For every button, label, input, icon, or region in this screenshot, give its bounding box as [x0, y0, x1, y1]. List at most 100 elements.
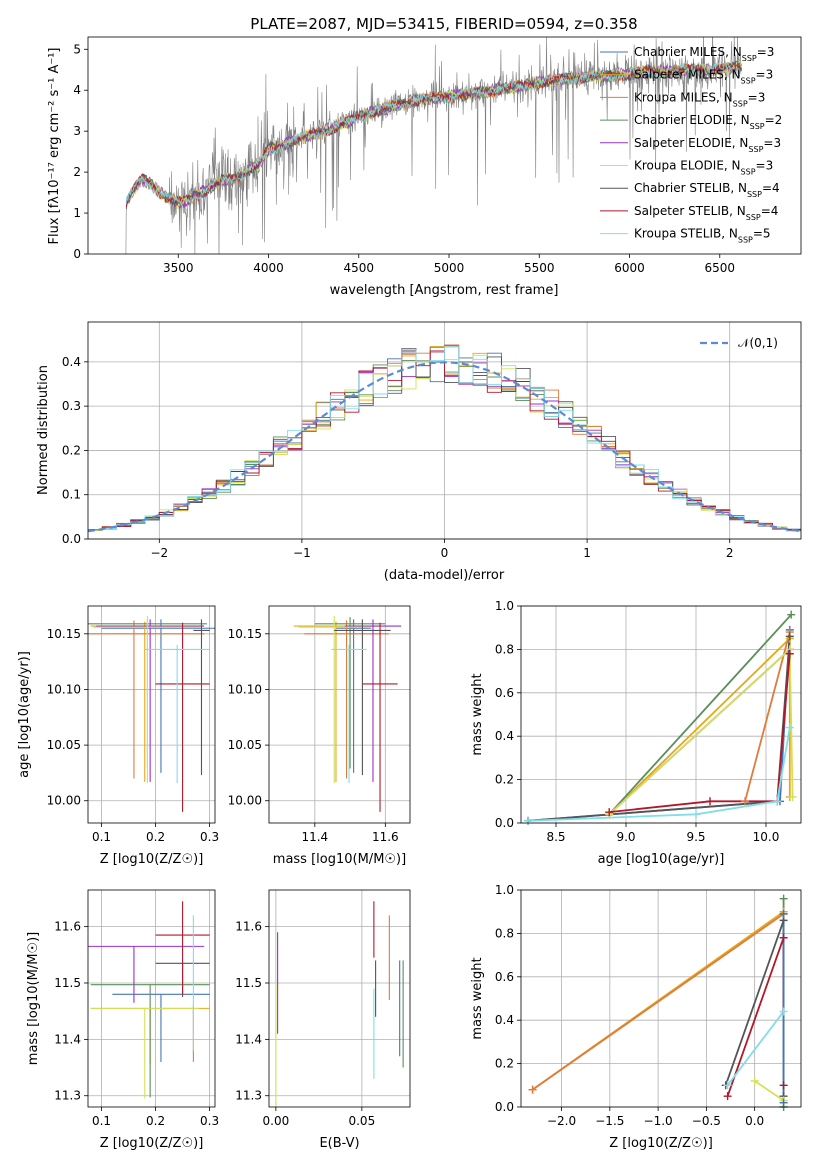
x-axis-label: Z [log10(Z/Z☉)] — [100, 852, 204, 867]
y-tick-label: 0.2 — [495, 1057, 514, 1071]
weight-marker — [779, 894, 788, 903]
legend-label: Chabrier MILES, NSSP=3 — [634, 45, 774, 63]
weight-marker — [785, 632, 794, 641]
y-tick-label: 11.6 — [235, 920, 262, 934]
x-tick-label: 9.5 — [686, 830, 705, 844]
weight-marker — [773, 797, 782, 806]
axes-frame — [87, 36, 802, 255]
model-spectrum-line — [125, 60, 742, 210]
x-tick-label: 4000 — [253, 261, 284, 275]
weight-marker — [723, 1081, 732, 1090]
legend-label: Chabrier STELIB, NSSP=4 — [634, 181, 780, 199]
weight-line — [608, 614, 792, 815]
x-tick-label: −2.0 — [547, 1114, 576, 1128]
weight-line — [744, 631, 791, 802]
x-tick-label: 10.0 — [753, 830, 780, 844]
y-axis-label: mass [log10(M/M☉)] — [26, 932, 41, 1065]
x-tick-label: 0.2 — [146, 1114, 165, 1128]
y-tick-label: 2 — [73, 165, 81, 179]
x-tick-label: 2 — [726, 546, 734, 560]
x-axis-label: age [log10(age/yr)] — [598, 852, 725, 867]
axes-frame — [268, 889, 411, 1108]
y-tick-label: 10.10 — [47, 682, 81, 696]
y-tick-label: 0.1 — [62, 488, 81, 502]
legend-label: Kroupa STELIB, NSSP=5 — [634, 227, 771, 245]
y-tick-label: 11.6 — [54, 920, 81, 934]
legend-label: Salpeter MILES, NSSP=3 — [634, 68, 773, 86]
x-tick-label: 4500 — [343, 261, 374, 275]
weight-marker — [779, 909, 788, 918]
x-tick-label: 9.0 — [616, 830, 635, 844]
weight-line — [608, 647, 794, 815]
x-tick-label: 0.1 — [92, 1114, 111, 1128]
axes-frame — [520, 889, 802, 1108]
weight-marker — [787, 610, 796, 619]
y-tick-label: 11.4 — [54, 1032, 81, 1046]
x-tick-label: 5500 — [524, 261, 555, 275]
y-tick-label: 0 — [73, 247, 81, 261]
axes-frame — [520, 605, 802, 824]
weight-marker — [785, 723, 794, 732]
y-tick-label: 0.6 — [495, 970, 514, 984]
x-tick-label: −1.0 — [644, 1114, 673, 1128]
plot-area — [527, 614, 794, 822]
y-tick-label: 0.0 — [495, 1100, 514, 1114]
residual-histogram — [88, 346, 801, 532]
y-axis-label: Normed distribution — [36, 365, 51, 495]
y-tick-label: 11.4 — [235, 1032, 262, 1046]
normal-reference-curve — [88, 361, 801, 533]
y-tick-label: 10.00 — [47, 794, 81, 808]
x-tick-label: 0.1 — [92, 830, 111, 844]
y-tick-label: 0.3 — [62, 399, 81, 413]
y-tick-label: 4 — [73, 83, 81, 97]
y-axis-label: mass weight — [470, 673, 485, 755]
x-axis-label: wavelength [Angstrom, rest frame] — [330, 283, 559, 298]
weight-marker — [741, 797, 749, 806]
weight-marker — [779, 933, 788, 942]
weight-marker — [706, 797, 714, 806]
y-axis-label: mass weight — [470, 957, 485, 1039]
y-tick-label: 0.8 — [495, 926, 514, 940]
legend-label: Salpeter STELIB, NSSP=4 — [634, 204, 778, 222]
x-tick-label: 0.0 — [745, 1114, 764, 1128]
x-tick-label: −1 — [293, 546, 311, 560]
chart-layer: 3500 4000 4500 5000 5500 6000 6500 0 1 2 3 4 5 Chabri… — [17, 36, 802, 1151]
y-tick-label: 5 — [73, 42, 81, 56]
y-tick-label: 0.8 — [495, 642, 514, 656]
y-tick-label: 0.6 — [495, 686, 514, 700]
y-tick-label: 10.15 — [228, 627, 262, 641]
y-tick-label: 11.3 — [54, 1089, 81, 1103]
y-tick-label: 11.5 — [235, 976, 262, 990]
x-tick-label: −0.5 — [692, 1114, 721, 1128]
x-tick-label: 1 — [583, 546, 591, 560]
x-axis-label: E(B-V) — [319, 1136, 359, 1151]
y-tick-label: 1.0 — [495, 883, 514, 897]
y-tick-label: 3 — [73, 124, 81, 138]
plot-area — [88, 344, 801, 533]
y-tick-label: 0.0 — [62, 532, 81, 546]
x-tick-label: 11.4 — [301, 830, 328, 844]
legend-label: Chabrier ELODIE, NSSP=2 — [634, 113, 782, 131]
x-tick-label: −1.5 — [595, 1114, 624, 1128]
weight-marker — [692, 810, 700, 819]
x-axis-label: mass [log10(M/M☉)] — [273, 852, 406, 867]
axes-frame — [87, 605, 216, 824]
weight-marker — [779, 1081, 788, 1090]
x-tick-label: 0.3 — [200, 1114, 219, 1128]
x-tick-label: 0.00 — [263, 1114, 290, 1128]
y-tick-label: 0.2 — [495, 773, 514, 787]
weight-marker — [723, 1092, 732, 1101]
x-tick-label: 0.05 — [348, 1114, 375, 1128]
plot-area — [275, 901, 404, 1107]
x-tick-label: 11.6 — [372, 830, 399, 844]
weight-line — [527, 727, 791, 822]
x-axis-label: Z [log10(Z/Z☉)] — [100, 1136, 204, 1151]
weight-marker — [750, 1076, 759, 1085]
plot-area — [125, 37, 742, 254]
y-axis-label: age [log10(age/yr)] — [17, 651, 32, 778]
model-spectrum-line — [125, 62, 742, 205]
x-tick-label: 6500 — [704, 261, 735, 275]
legend-label: Salpeter ELODIE, NSSP=3 — [634, 136, 781, 154]
x-tick-label: 0 — [441, 546, 449, 560]
